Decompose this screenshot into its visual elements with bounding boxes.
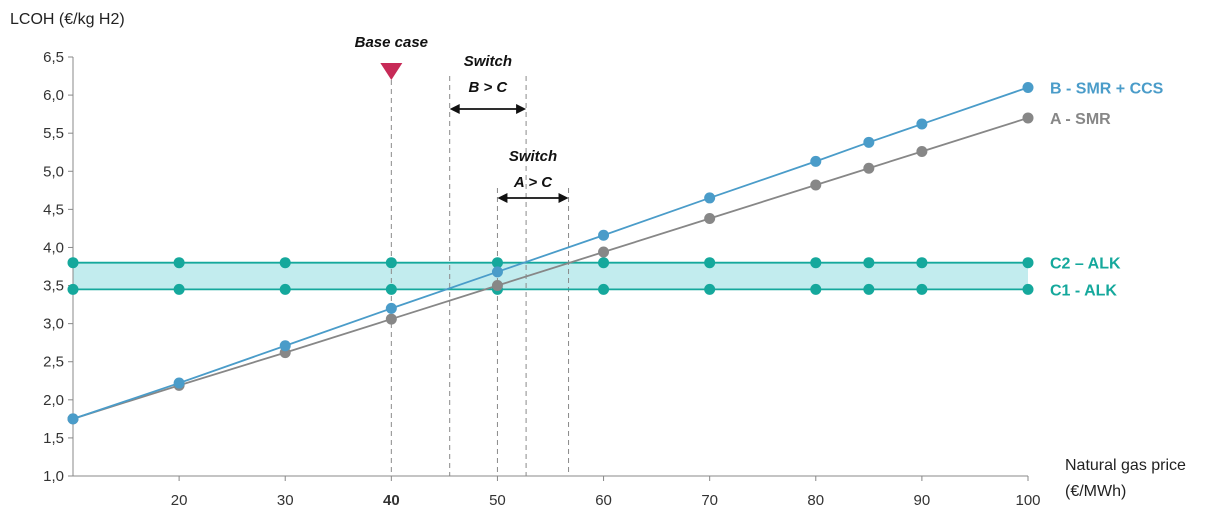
data-point-smr-ccs	[67, 413, 79, 425]
data-point-smr-ccs	[173, 377, 185, 389]
data-point-c2-alk	[598, 257, 610, 269]
data-point-c1-alk	[916, 283, 928, 295]
data-point-smr-ccs	[810, 155, 822, 167]
switch-bc-label-line1: Switch	[464, 53, 512, 70]
y-tick-label: 4,5	[43, 201, 64, 218]
switch-ac-arrowhead-right	[558, 193, 569, 203]
y-tick-label: 6,0	[43, 87, 64, 104]
switch-bc-arrowhead-left	[449, 104, 460, 114]
data-point-smr-ccs	[598, 229, 610, 241]
y-tick-label: 4,0	[43, 239, 64, 256]
x-axis-title-line2: (€/MWh)	[1065, 483, 1126, 500]
x-tick-label: 60	[595, 492, 612, 509]
data-point-c2-alk	[491, 257, 503, 269]
x-tick-label-highlight: 40	[383, 492, 400, 509]
axes-layer: 1,0 1,5 2,0 2,5 3,0 3,5 4,0 4,5 5,0 5,5 6,0 6,5 20 30…	[43, 49, 1040, 509]
y-tick-label: 3,0	[43, 316, 64, 333]
switch-ac-label-line2: A > C	[513, 174, 553, 191]
data-point-c2-alk	[863, 257, 875, 269]
alk-band-layer	[73, 262, 1028, 290]
switch-ac-label-line1: Switch	[509, 148, 557, 165]
data-point-smr-ccs	[916, 118, 928, 130]
y-tick-label: 6,5	[43, 49, 64, 66]
x-tick-label: 20	[171, 492, 188, 509]
data-point-smr	[810, 179, 822, 191]
y-tick-label: 2,0	[43, 392, 64, 409]
data-point-smr	[598, 246, 610, 258]
data-point-smr-ccs	[385, 302, 397, 314]
series-label-c2-alk: C2 – ALK	[1050, 256, 1121, 273]
data-point-c1-alk	[598, 283, 610, 295]
data-point-smr-ccs	[279, 340, 291, 352]
y-tick-label: 2,5	[43, 354, 64, 371]
data-point-c1-alk	[67, 283, 79, 295]
data-point-smr	[916, 145, 928, 157]
series-label-smr: A - SMR	[1050, 111, 1111, 128]
y-tick-label: 5,0	[43, 163, 64, 180]
base-case-label: Base case	[355, 34, 428, 51]
data-point-c2-alk	[704, 257, 716, 269]
data-point-smr-ccs	[863, 136, 875, 148]
x-tick-label: 90	[914, 492, 931, 509]
series-labels-layer: B - SMR + CCS A - SMR C2 – ALK C1 - ALK	[1050, 80, 1164, 299]
x-tick-label: 80	[807, 492, 824, 509]
data-point-c2-alk	[385, 257, 397, 269]
data-point-c1-alk	[1022, 283, 1034, 295]
data-point-c2-alk	[173, 257, 185, 269]
x-tick-label: 50	[489, 492, 506, 509]
data-point-smr-ccs	[1022, 81, 1034, 93]
data-point-smr	[385, 313, 397, 325]
data-point-c1-alk	[863, 283, 875, 295]
switch-bc-arrowhead-right	[516, 104, 527, 114]
data-point-c2-alk	[916, 257, 928, 269]
x-axis-title-line1: Natural gas price	[1065, 457, 1186, 474]
series-layer	[67, 81, 1034, 425]
data-point-smr	[491, 280, 503, 292]
series-label-smr-ccs: B - SMR + CCS	[1050, 80, 1164, 97]
data-point-c1-alk	[704, 283, 716, 295]
x-tick-label: 100	[1015, 492, 1040, 509]
data-point-c1-alk	[173, 283, 185, 295]
alk-range-band	[73, 262, 1028, 290]
data-point-smr	[1022, 112, 1034, 124]
y-tick-label: 1,0	[43, 468, 64, 485]
switch-ac-arrowhead-left	[497, 193, 508, 203]
y-axis-title: LCOH (€/kg H2)	[10, 11, 125, 28]
data-point-c2-alk	[67, 257, 79, 269]
data-point-c1-alk	[810, 283, 822, 295]
x-tick-label: 30	[277, 492, 294, 509]
data-point-c1-alk	[385, 283, 397, 295]
data-point-smr-ccs	[704, 192, 716, 204]
data-point-c1-alk	[279, 283, 291, 295]
switch-bc-label-line2: B > C	[469, 79, 509, 96]
y-tick-label: 3,5	[43, 278, 64, 295]
data-point-smr	[704, 213, 716, 225]
data-point-smr	[863, 162, 875, 174]
y-tick-label: 5,5	[43, 125, 64, 142]
data-point-c2-alk	[1022, 257, 1034, 269]
y-tick-label: 1,5	[43, 430, 64, 447]
x-tick-label: 70	[701, 492, 718, 509]
data-point-c2-alk	[279, 257, 291, 269]
data-point-c2-alk	[810, 257, 822, 269]
data-point-smr-ccs	[491, 266, 503, 278]
annotations-layer: Base case Switch B > C Switch A > C	[355, 34, 569, 203]
base-case-marker	[380, 63, 403, 80]
series-label-c1-alk: C1 - ALK	[1050, 282, 1117, 299]
